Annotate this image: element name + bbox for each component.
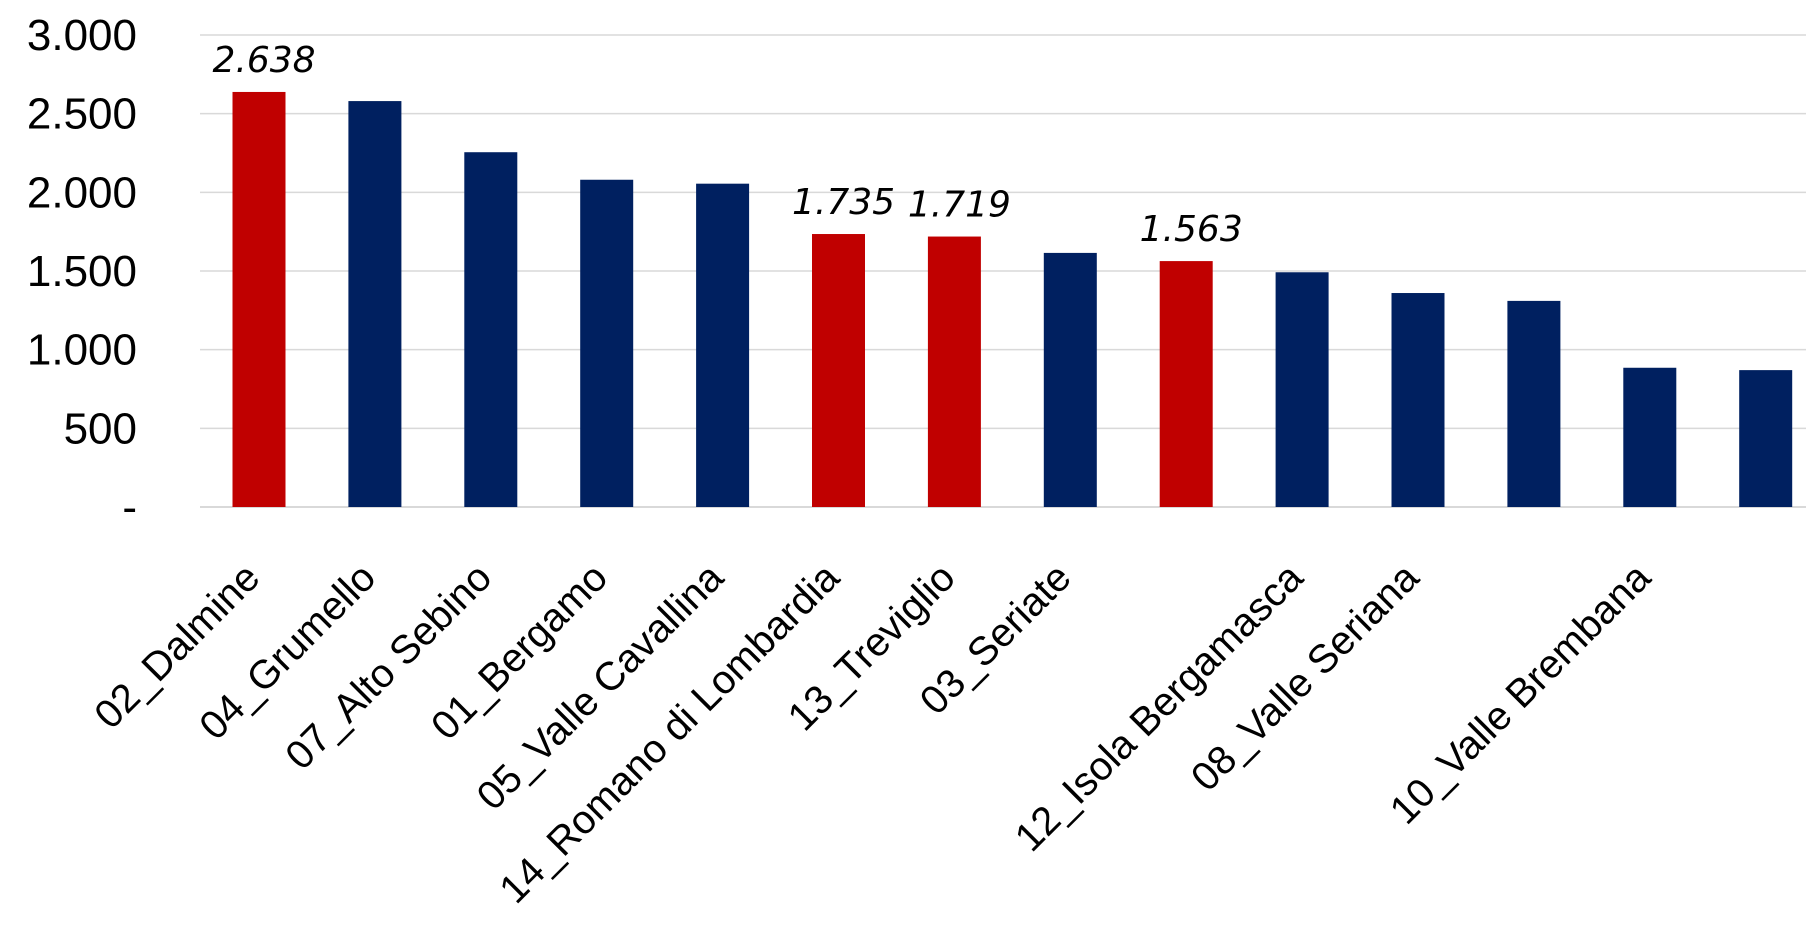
x-tick-label: 07_Alto Sebino bbox=[277, 555, 500, 778]
bar bbox=[1623, 367, 1677, 507]
x-tick-label: 10_Valle Brembana bbox=[1382, 555, 1660, 833]
data-label: 1.735 bbox=[792, 182, 895, 223]
data-label: 2.638 bbox=[212, 40, 315, 81]
bar bbox=[348, 101, 402, 507]
y-tick-label: 1.000 bbox=[27, 326, 137, 375]
bar bbox=[1275, 272, 1329, 507]
data-label: 1.563 bbox=[1140, 209, 1243, 250]
y-axis-tick-labels: - 500 1.000 1.500 2.000 2.500 3.000 bbox=[27, 11, 137, 532]
bar bbox=[927, 236, 981, 507]
data-label: 1.719 bbox=[908, 185, 1011, 226]
y-tick-label: 2.500 bbox=[27, 90, 137, 139]
y-tick-label: 2.000 bbox=[27, 168, 137, 217]
bar bbox=[1507, 300, 1561, 507]
data-labels: 2.638 1.735 1.719 1.563 bbox=[212, 40, 1242, 250]
bar bbox=[812, 234, 865, 507]
bar bbox=[1739, 370, 1793, 507]
y-tick-label: 500 bbox=[64, 404, 137, 453]
bar bbox=[696, 183, 750, 507]
bar bbox=[232, 91, 286, 508]
bar bbox=[464, 152, 518, 508]
y-tick-label: 1.500 bbox=[27, 247, 137, 296]
bar bbox=[1391, 293, 1445, 507]
y-tick-label: 3.000 bbox=[27, 11, 137, 60]
y-tick-label: - bbox=[122, 483, 137, 532]
bar bbox=[1043, 252, 1097, 507]
bar bbox=[580, 179, 634, 507]
gridlines bbox=[200, 34, 1806, 508]
bars bbox=[232, 91, 1793, 508]
bar bbox=[1159, 261, 1213, 507]
